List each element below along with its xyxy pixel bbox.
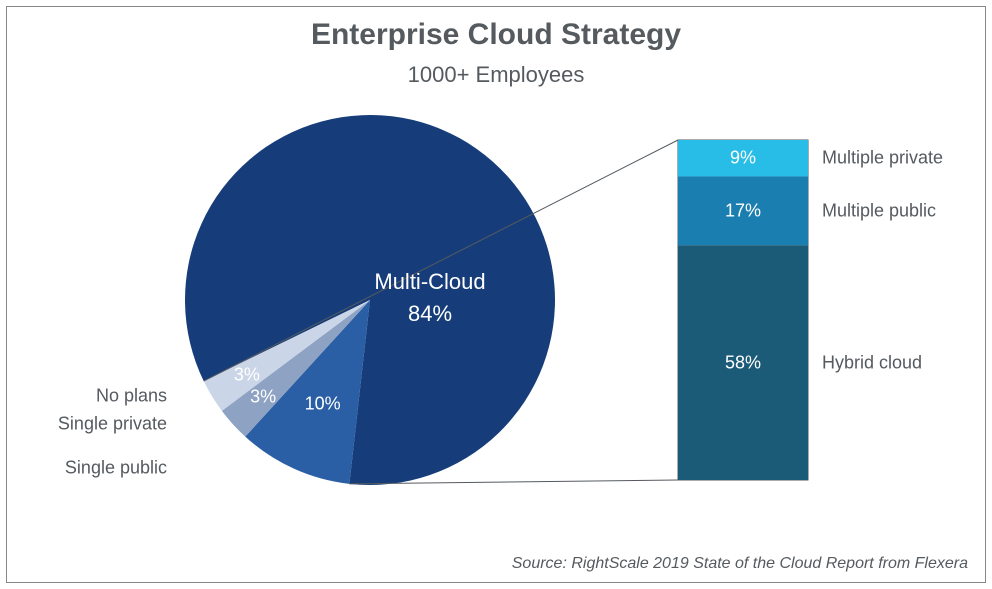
pie-label-no_plans: No plans bbox=[96, 386, 167, 407]
bar-value-hybrid_cloud: 58% bbox=[725, 352, 761, 373]
bar-label-multiple_private: Multiple private bbox=[822, 148, 943, 169]
pie-label-single_public: Single public bbox=[65, 458, 167, 479]
pie-value-single_public: 10% bbox=[305, 394, 341, 415]
bar-label-multiple_public: Multiple public bbox=[822, 200, 936, 221]
bar-value-multiple_private: 9% bbox=[730, 148, 756, 169]
pie-center-value: 84% bbox=[408, 301, 452, 327]
pie-label-single_private: Single private bbox=[58, 414, 167, 435]
bar-label-hybrid_cloud: Hybrid cloud bbox=[822, 352, 922, 373]
pie-center-label: Multi-Cloud bbox=[374, 269, 485, 295]
bar-value-multiple_public: 17% bbox=[725, 200, 761, 221]
chart-svg bbox=[0, 0, 992, 589]
pie-value-single_private: 3% bbox=[250, 386, 276, 407]
pie-value-no_plans: 3% bbox=[234, 365, 260, 386]
